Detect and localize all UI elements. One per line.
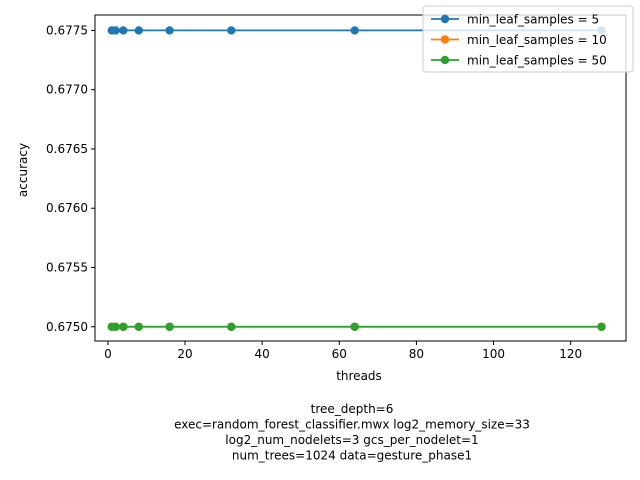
- caption-line: log2_num_nodelets=3 gcs_per_nodelet=1: [225, 433, 478, 447]
- data-point: [350, 322, 359, 331]
- data-point: [134, 26, 143, 35]
- data-point: [119, 26, 128, 35]
- plot-frame: [94, 14, 627, 342]
- data-point: [350, 26, 359, 35]
- x-tick-label: 0: [104, 347, 112, 361]
- legend-swatch-marker: [440, 14, 450, 24]
- caption-line: tree_depth=6: [311, 402, 394, 416]
- y-tick-label: 0.6755: [46, 261, 88, 275]
- series-3: [107, 322, 606, 331]
- x-axis-ticks: 0 20 40 60 80 100 120: [104, 341, 582, 361]
- data-point: [111, 322, 120, 331]
- legend: min_leaf_samples = 5 min_leaf_samples = 1…: [422, 5, 634, 73]
- legend-item: min_leaf_samples = 10: [431, 33, 607, 47]
- legend-swatch-marker: [440, 55, 450, 65]
- x-tick-label: 100: [482, 347, 505, 361]
- caption: tree_depth=6 exec=random_forest_classifie…: [174, 402, 530, 463]
- legend-label: min_leaf_samples = 5: [467, 13, 599, 27]
- x-axis-label: threads: [336, 369, 382, 383]
- data-point: [227, 26, 236, 35]
- y-tick-label: 0.6770: [46, 83, 88, 97]
- x-tick-label: 60: [332, 347, 347, 361]
- plot-lines: [107, 26, 606, 331]
- data-point: [597, 322, 606, 331]
- legend-item: min_leaf_samples = 50: [431, 54, 607, 68]
- x-tick-label: 40: [255, 347, 270, 361]
- caption-line: num_trees=1024 data=gesture_phase1: [232, 449, 472, 463]
- caption-line: exec=random_forest_classifier.mwx log2_m…: [174, 418, 530, 432]
- data-point: [165, 322, 174, 331]
- legend-item: min_leaf_samples = 5: [431, 13, 599, 27]
- y-tick-label: 0.6750: [46, 320, 88, 334]
- data-point: [165, 26, 174, 35]
- data-point: [134, 322, 143, 331]
- legend-box: [422, 5, 634, 73]
- y-axis-label: accuracy: [16, 143, 30, 197]
- x-tick-label: 20: [177, 347, 192, 361]
- legend-label: min_leaf_samples = 10: [467, 33, 607, 47]
- legend-label: min_leaf_samples = 50: [467, 54, 607, 68]
- x-tick-label: 120: [559, 347, 582, 361]
- data-point: [111, 26, 120, 35]
- y-tick-label: 0.6760: [46, 201, 88, 215]
- y-tick-label: 0.6765: [46, 142, 88, 156]
- data-point: [227, 322, 236, 331]
- legend-swatch-marker: [440, 35, 450, 44]
- data-point: [119, 322, 128, 331]
- y-axis-ticks: 0.6750 0.6755 0.6760 0.6765 0.6770 0.6775: [46, 23, 95, 334]
- x-tick-label: 80: [409, 347, 424, 361]
- y-tick-label: 0.6775: [46, 23, 88, 37]
